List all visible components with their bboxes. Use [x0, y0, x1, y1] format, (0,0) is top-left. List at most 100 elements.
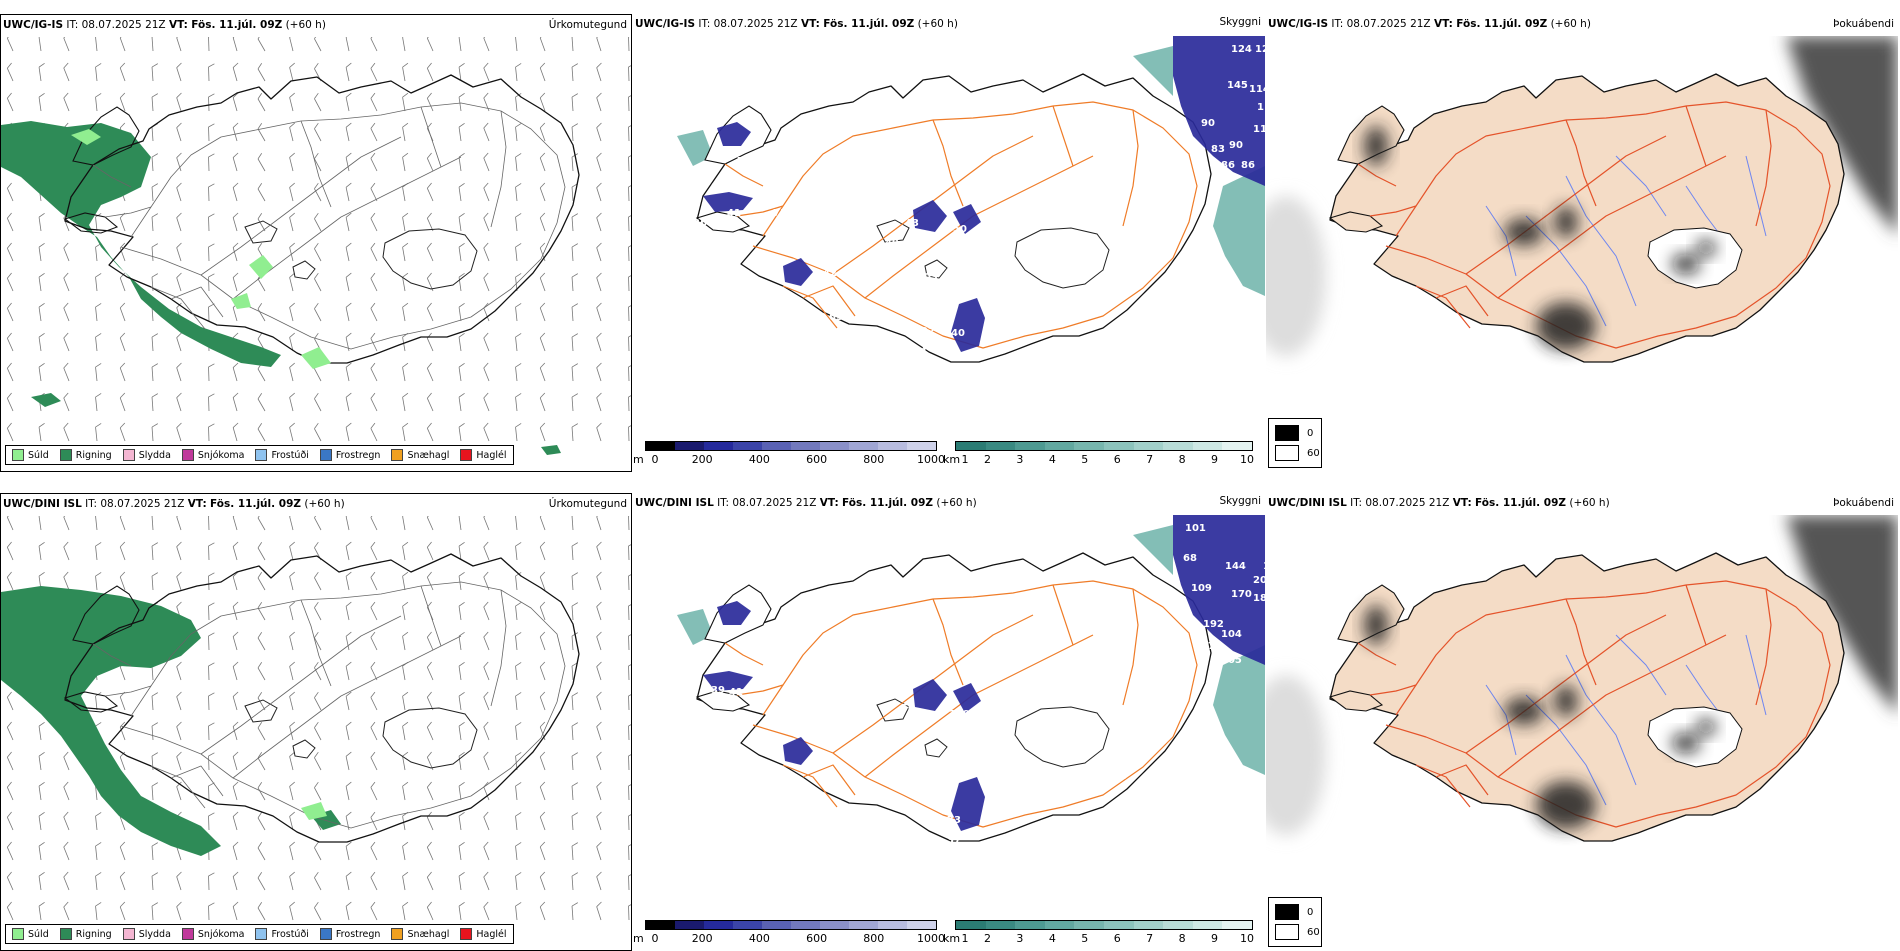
wind-barb — [289, 183, 299, 201]
legend-item: Súld — [12, 928, 49, 940]
fog-panel-row1: UWC/IG-IS IT: 08.07.2025 21Z VT: Fös. 11… — [1266, 14, 1898, 472]
wind-barb — [95, 273, 103, 291]
wind-barb — [289, 602, 299, 620]
wind-barb — [596, 37, 607, 51]
panel-title: UWC/IG-IS IT: 08.07.2025 21Z VT: Fös. 11… — [3, 19, 326, 31]
wind-barb — [370, 516, 383, 530]
wind-barb — [152, 334, 159, 351]
wind-barb — [426, 662, 438, 680]
cloud-base-label: 103 — [917, 272, 938, 283]
wind-barb — [539, 423, 550, 441]
colorbar-segment — [704, 921, 733, 929]
wind-barb — [345, 363, 354, 381]
cloud-base-label: 105 — [1221, 655, 1242, 666]
glacier-outline — [293, 740, 315, 758]
wind-barb — [313, 123, 326, 141]
wind-barb — [596, 602, 607, 620]
legend-item: Snjókoma — [182, 449, 245, 461]
wind-barb — [119, 93, 130, 111]
wind-barb — [39, 872, 47, 890]
wind-barb — [6, 37, 18, 51]
wind-barb — [95, 63, 103, 81]
wind-barb — [95, 842, 103, 860]
wind-barb — [39, 782, 47, 800]
cloud-base-label: 64 — [1043, 767, 1057, 778]
cloud-base-label: 111 — [1253, 124, 1265, 135]
legend-swatch — [123, 449, 135, 461]
wind-barb — [119, 516, 130, 530]
fog-legend-label: 0 — [1307, 428, 1313, 439]
wind-barb — [483, 662, 495, 680]
wind-barb — [289, 213, 299, 231]
fog-legend-label: 0 — [1307, 907, 1313, 918]
wind-barb — [119, 63, 130, 81]
wind-barb — [63, 303, 75, 321]
wind-barb — [515, 37, 523, 51]
wind-barb — [119, 423, 130, 441]
wind-barb — [345, 692, 354, 710]
precip-panel-row2: UWC/DINI ISL IT: 08.07.2025 21Z VT: Fös.… — [0, 493, 632, 951]
wind-barb — [313, 423, 326, 441]
wind-barb — [483, 632, 495, 650]
wind-barb — [257, 872, 271, 890]
wind-barb — [176, 542, 187, 560]
cloud-panel-row1: UWC/IG-IS IT: 08.07.2025 21Z VT: Fös. 11… — [633, 14, 1265, 472]
wind-barb — [370, 363, 383, 381]
legend-item: Rigning — [60, 449, 112, 461]
wind-barb — [257, 632, 271, 650]
colorbar-segment — [1163, 442, 1193, 450]
wind-barb — [370, 273, 383, 291]
wind-barb — [402, 37, 411, 51]
wind-barb — [572, 274, 579, 291]
wind-barb — [39, 542, 47, 560]
wind-barb — [459, 63, 467, 81]
wind-barb — [370, 572, 383, 590]
wind-barb — [6, 752, 18, 770]
wind-barb — [313, 602, 326, 620]
wind-barb — [572, 813, 579, 830]
precip-map — [1, 516, 632, 951]
wind-barb — [257, 662, 271, 680]
wind-barb — [208, 873, 215, 890]
legend-label: Súld — [28, 450, 49, 461]
wind-barb — [176, 363, 187, 381]
wind-barb — [119, 872, 130, 890]
wind-barb — [63, 902, 75, 920]
wind-barb — [232, 542, 242, 560]
legend-item: Haglél — [460, 928, 506, 940]
wind-barb — [289, 153, 299, 171]
wind-barb — [313, 516, 326, 530]
wind-barb — [95, 572, 103, 590]
wind-barb — [596, 333, 607, 351]
legend-item: Snæhagl — [391, 928, 449, 940]
wind-barb — [596, 692, 607, 710]
wind-barb — [289, 842, 299, 860]
wind-barb — [539, 213, 550, 231]
cloud-base-label: 90 — [1201, 118, 1215, 129]
colorbar-segment — [878, 921, 907, 929]
wind-barb — [628, 723, 632, 740]
colorbar-segment — [849, 921, 878, 929]
wind-barb — [63, 333, 75, 351]
colorbar-segment — [986, 921, 1016, 929]
legend-label: Frostregn — [336, 450, 381, 461]
wind-barb — [6, 303, 18, 321]
wind-barb — [426, 63, 438, 81]
colorbar-segment — [820, 921, 849, 929]
fog-index-low — [1696, 719, 1716, 735]
colorbar-segment — [646, 921, 675, 929]
wind-barb — [152, 516, 159, 530]
wind-barb — [289, 423, 299, 441]
wind-barb — [515, 123, 523, 141]
rain-area — [31, 393, 61, 407]
wind-barb — [63, 872, 75, 890]
wind-barb — [426, 333, 438, 351]
legend-item: Snæhagl — [391, 449, 449, 461]
wind-barb — [257, 37, 271, 51]
wind-barb — [313, 692, 326, 710]
wind-barb — [232, 63, 242, 81]
wind-barb — [402, 692, 411, 710]
wind-barb — [39, 63, 47, 81]
wind-barb — [572, 334, 579, 351]
wind-barb — [257, 153, 271, 171]
